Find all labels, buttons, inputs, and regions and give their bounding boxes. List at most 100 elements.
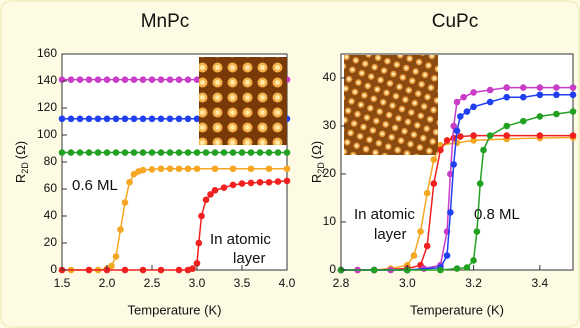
data-point: [149, 166, 156, 173]
data-point: [444, 252, 451, 259]
data-point: [411, 252, 418, 259]
y-tick-label: 120: [37, 100, 57, 114]
data-point: [131, 116, 138, 123]
data-point: [176, 149, 183, 156]
data-point: [167, 76, 174, 83]
data-point: [68, 76, 75, 83]
data-point: [194, 149, 201, 156]
data-point: [470, 104, 477, 111]
chart-title: CuPc: [432, 11, 478, 32]
x-axis-label: Temperature (K): [128, 302, 222, 317]
y-tick-label: 10: [323, 214, 337, 228]
data-point: [185, 165, 192, 172]
data-point: [450, 161, 457, 168]
data-point: [176, 116, 183, 123]
data-point: [284, 165, 291, 172]
data-point: [122, 76, 129, 83]
data-point: [86, 267, 93, 274]
data-point: [454, 265, 461, 272]
y-axis-label-sub: 2D: [20, 162, 30, 174]
data-point: [68, 116, 75, 123]
data-point: [221, 184, 228, 191]
data-point: [503, 132, 510, 139]
data-point: [424, 190, 431, 197]
data-point: [431, 156, 438, 163]
y-tick-label: 30: [323, 118, 337, 132]
data-point: [537, 92, 544, 99]
data-point: [487, 99, 494, 106]
data-point: [470, 257, 477, 264]
data-point: [95, 149, 102, 156]
data-point: [239, 149, 246, 156]
y-tick-label: 20: [44, 235, 58, 249]
data-point: [266, 165, 273, 172]
data-point: [454, 99, 461, 106]
data-point: [167, 116, 174, 123]
stm-inset: [344, 55, 438, 155]
data-point: [158, 76, 165, 83]
data-point: [417, 228, 424, 235]
data-point: [77, 116, 84, 123]
data-point: [77, 76, 84, 83]
data-point: [194, 165, 201, 172]
data-point: [212, 165, 219, 172]
data-point: [537, 113, 544, 120]
data-point: [474, 228, 481, 235]
data-point: [122, 116, 129, 123]
x-tick-label: 3.5: [234, 276, 251, 290]
data-point: [158, 165, 165, 172]
data-point: [239, 180, 246, 187]
annotation: 0.8 ML: [474, 206, 520, 223]
y-tick-label: 100: [37, 127, 57, 141]
y-tick-label: 40: [323, 70, 337, 84]
data-point: [140, 76, 147, 83]
data-point: [284, 149, 291, 156]
annotation: layer: [233, 250, 266, 267]
data-point: [176, 76, 183, 83]
data-point: [140, 267, 147, 274]
data-point: [59, 149, 66, 156]
x-axis-label: Temperature (K): [410, 302, 504, 317]
data-point: [570, 92, 577, 99]
data-point: [185, 76, 192, 83]
data-point: [113, 76, 120, 83]
y-axis-label-main: R: [13, 174, 28, 183]
annotation: layer: [374, 226, 407, 243]
y-tick-label: 60: [44, 181, 58, 195]
data-point: [122, 267, 129, 274]
data-point: [275, 149, 282, 156]
data-point: [176, 267, 183, 274]
data-point: [167, 149, 174, 156]
data-point: [158, 116, 165, 123]
data-point: [470, 132, 477, 139]
data-point: [447, 209, 454, 216]
data-point: [104, 76, 111, 83]
data-point: [140, 149, 147, 156]
data-point: [122, 149, 129, 156]
data-point: [444, 137, 451, 144]
data-point: [189, 265, 196, 272]
data-point: [520, 118, 527, 125]
data-point: [553, 111, 560, 118]
data-point: [158, 149, 165, 156]
x-tick-label: 2.5: [144, 276, 161, 290]
data-point: [176, 165, 183, 172]
data-point: [77, 149, 84, 156]
data-point: [503, 123, 510, 130]
data-point: [131, 149, 138, 156]
data-point: [230, 182, 237, 189]
data-point: [460, 94, 467, 101]
y-tick-label: 0: [50, 262, 57, 276]
y-axis-label-unit: (Ω): [13, 141, 28, 159]
data-point: [371, 267, 378, 274]
data-point: [86, 149, 93, 156]
data-point: [570, 84, 577, 91]
annotation: In atomic: [354, 206, 415, 223]
data-point: [230, 149, 237, 156]
data-point: [230, 165, 237, 172]
data-point: [437, 267, 444, 274]
data-point: [537, 84, 544, 91]
data-point: [454, 128, 461, 135]
data-point: [198, 213, 205, 220]
data-point: [257, 149, 264, 156]
